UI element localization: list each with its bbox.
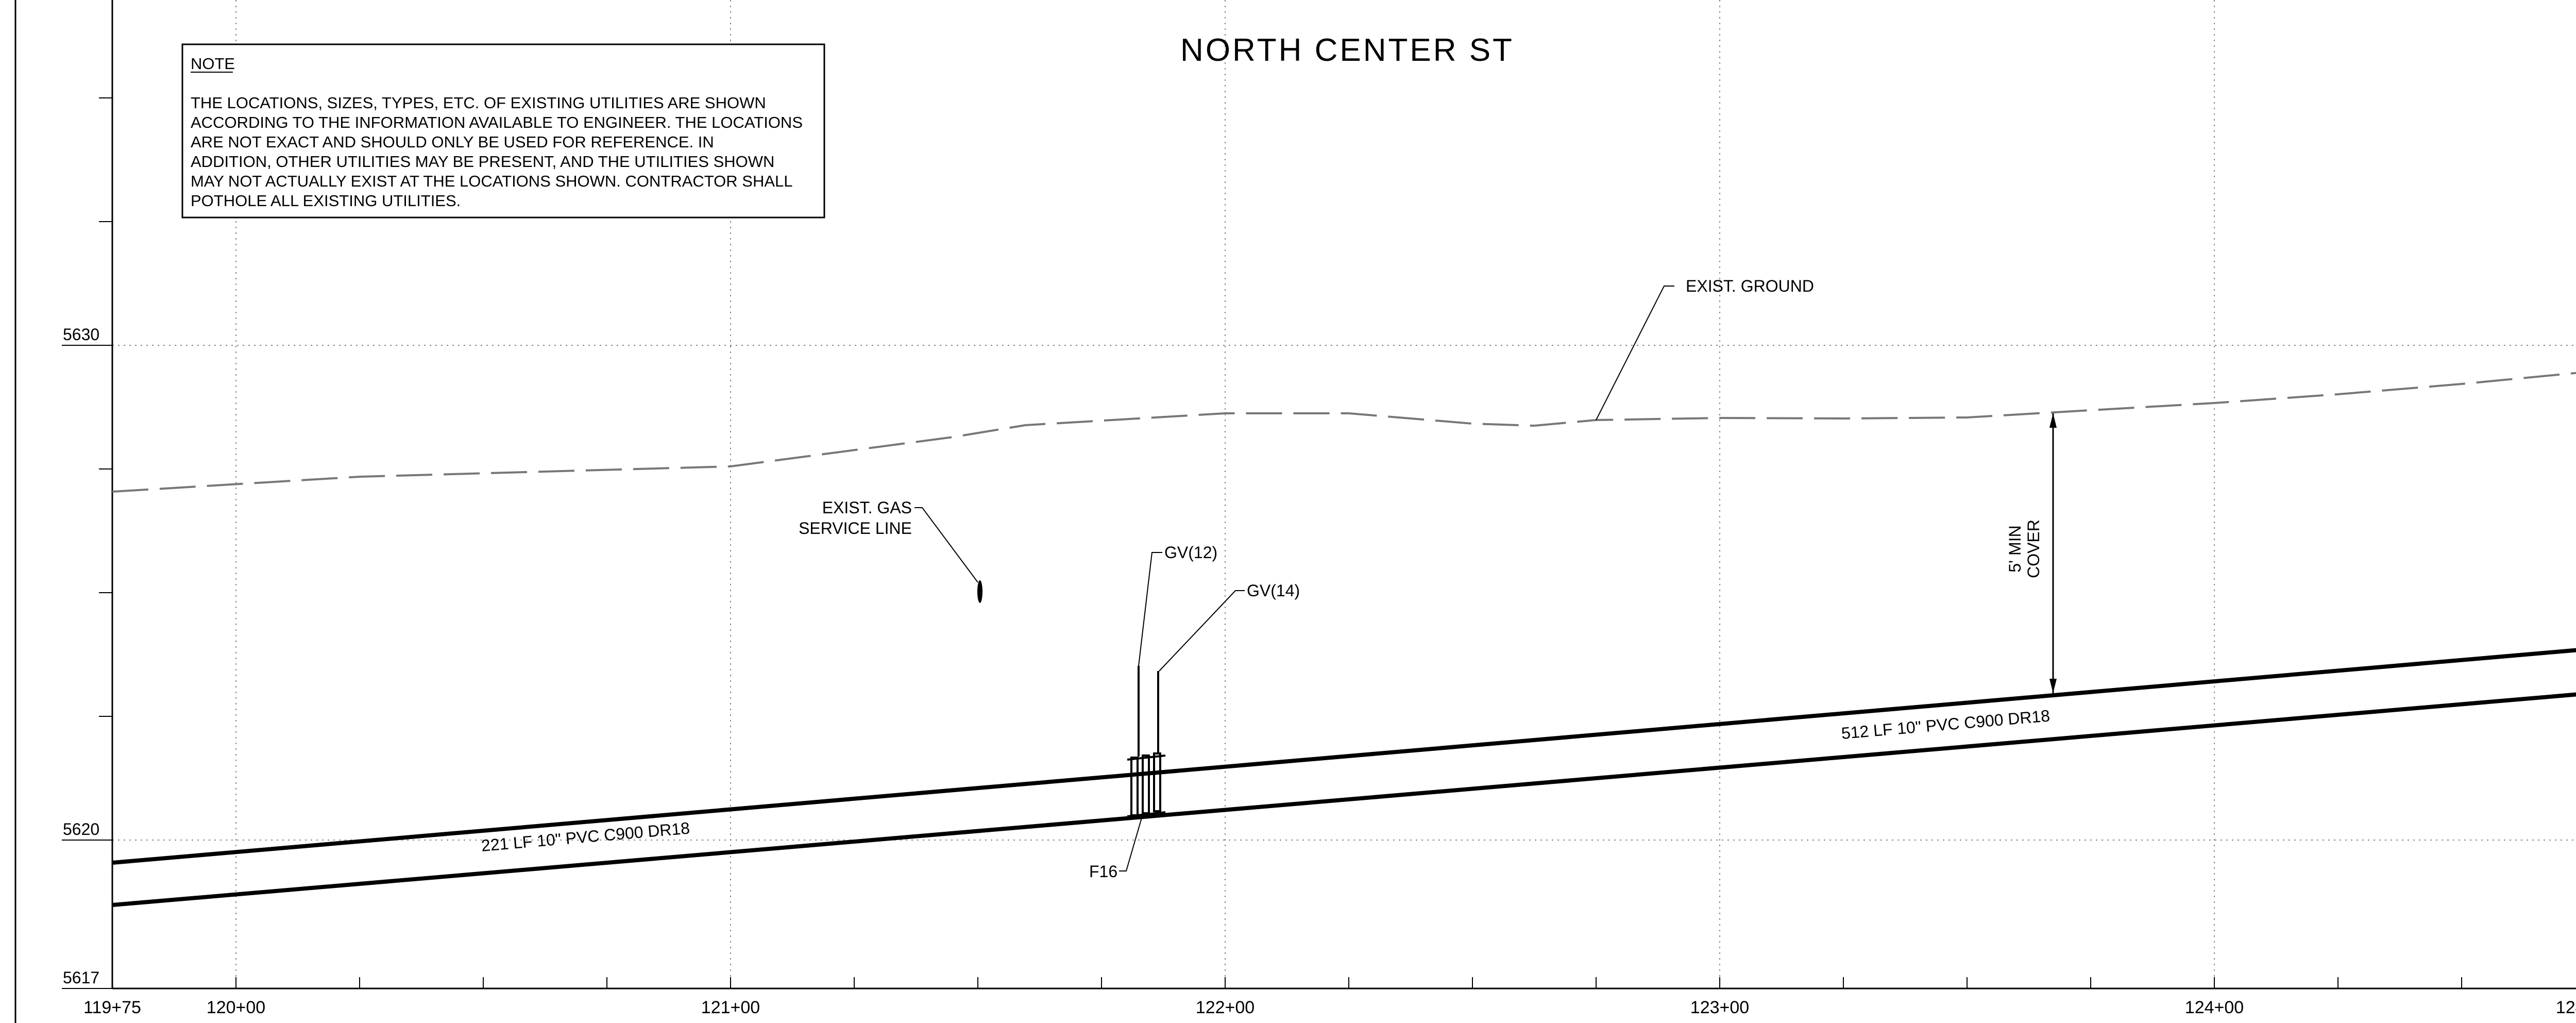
elev-label-left-5630: 5630 xyxy=(63,325,99,344)
pipe-top-line xyxy=(112,648,2576,865)
elev-label-left-5620: 5620 xyxy=(63,820,99,838)
note-line: THE LOCATIONS, SIZES, TYPES, ETC. OF EXI… xyxy=(191,94,766,112)
note-line: ARE NOT EXACT AND SHOULD ONLY BE USED FO… xyxy=(191,133,714,151)
proposed-pipe xyxy=(112,648,2576,907)
f16-leader xyxy=(1119,814,1143,871)
pipe-bottom-line xyxy=(112,692,2576,907)
gas-line-label-2: SERVICE LINE xyxy=(799,519,912,538)
note-line: MAY NOT ACTUALLY EXIST AT THE LOCATIONS … xyxy=(191,172,793,190)
leaders xyxy=(914,286,1674,871)
elevation-ticks xyxy=(62,97,112,989)
min-cover-label-2: COVER xyxy=(2024,519,2043,578)
gas-line-marker xyxy=(977,580,982,603)
f16-label: F16 xyxy=(1089,862,1117,881)
min-cover-label-1: 5' MIN xyxy=(2006,525,2024,572)
station-label-123: 123+00 xyxy=(1690,998,1749,1017)
station-label-121: 121+00 xyxy=(701,998,760,1017)
station-ticks xyxy=(235,977,2462,988)
gv12-leader xyxy=(1138,552,1162,666)
exist-ground-leader xyxy=(1596,286,1674,421)
exist-ground-line xyxy=(112,372,2576,493)
elev-label-left-5617: 5617 xyxy=(63,968,99,987)
gas-leader xyxy=(914,507,978,583)
station-label-124-75: 124+75 xyxy=(2556,998,2576,1017)
fitting-assembly xyxy=(1127,666,1166,817)
note-box: NOTE THE LOCATIONS, SIZES, TYPES, ETC. O… xyxy=(181,43,825,219)
gv14-label: GV(14) xyxy=(1247,581,1300,600)
pipe-label-left: 221 LF 10" PVC C900 DR18 xyxy=(481,818,691,855)
exist-ground-label: EXIST. GROUND xyxy=(1686,277,1814,295)
gas-line-label-1: EXIST. GAS xyxy=(822,498,912,517)
station-label-120: 120+00 xyxy=(207,998,265,1017)
station-label-124: 124+00 xyxy=(2185,998,2244,1017)
gv14-leader xyxy=(1159,590,1245,672)
gv12-label: GV(12) xyxy=(1164,543,1217,562)
station-label-122: 122+00 xyxy=(1196,998,1255,1017)
note-line: ADDITION, OTHER UTILITIES MAY BE PRESENT… xyxy=(191,153,774,171)
note-heading: NOTE xyxy=(191,55,235,73)
page-title: NORTH CENTER ST xyxy=(1180,32,1514,68)
min-cover-dimension xyxy=(2049,413,2057,693)
station-label-119-75: 119+75 xyxy=(83,998,141,1017)
note-line: POTHOLE ALL EXISTING UTILITIES. xyxy=(191,192,461,210)
note-line: ACCORDING TO THE INFORMATION AVAILABLE T… xyxy=(191,113,803,131)
